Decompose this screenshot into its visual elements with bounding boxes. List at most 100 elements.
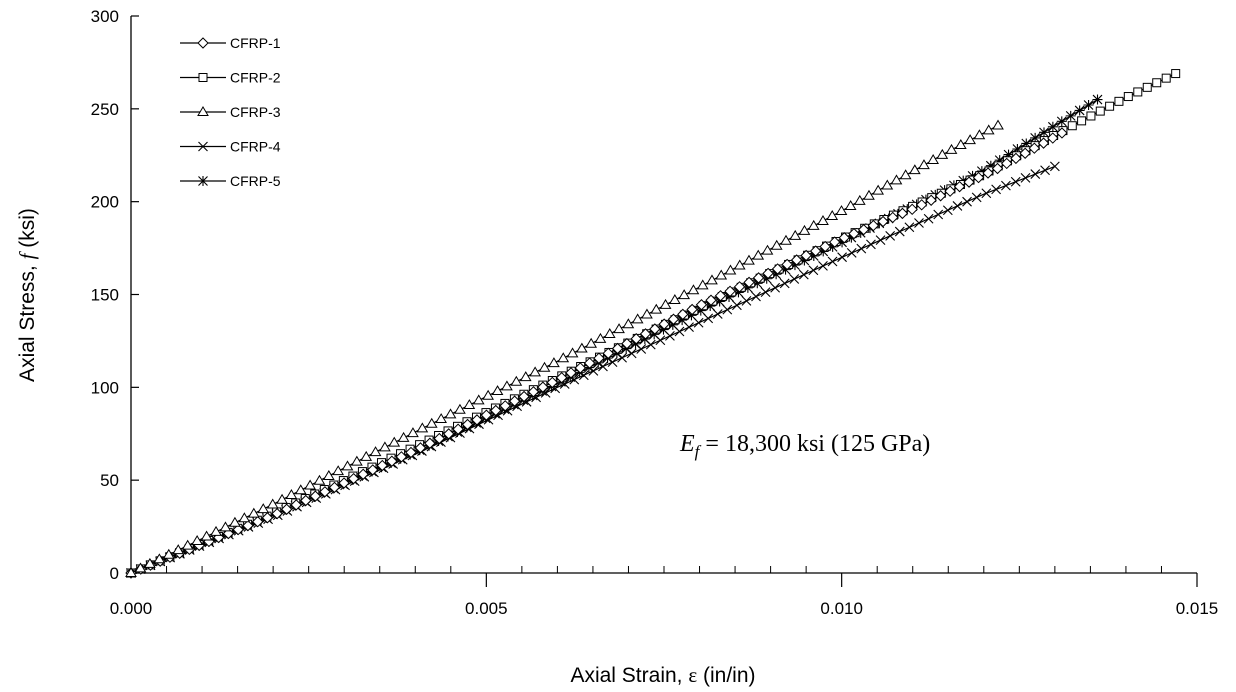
data-point: [991, 184, 1001, 195]
data-point: [546, 376, 559, 389]
data-point: [607, 357, 618, 368]
data-point: [741, 296, 752, 306]
data-point: [752, 278, 763, 289]
data-point: [501, 380, 513, 391]
data-point: [379, 441, 391, 452]
data-point: [1095, 106, 1105, 116]
data-point: [1056, 127, 1068, 139]
data-point: [574, 362, 587, 374]
data-point: [724, 285, 736, 298]
data-point: [583, 357, 596, 369]
data-point: [724, 264, 737, 275]
data-point: [762, 267, 774, 280]
data-point: [360, 450, 373, 461]
x-axis-title: Axial Strain, ε (in/in): [570, 663, 755, 687]
data-point: [714, 290, 727, 302]
data-point: [257, 503, 270, 514]
data-point: [855, 227, 866, 238]
data-point: [1049, 161, 1060, 172]
legend: CFRP-1 CFRP-2 CFRP-3 CFRP-4 CFRP-5: [180, 35, 281, 189]
data-point: [397, 431, 410, 442]
data-point: [134, 562, 147, 573]
data-point: [925, 194, 937, 206]
data-point: [1001, 180, 1011, 191]
data-point: [650, 303, 663, 314]
data-point: [639, 328, 652, 340]
data-point: [658, 318, 670, 330]
data-point: [435, 413, 448, 424]
data-point: [867, 219, 880, 232]
data-point: [242, 519, 254, 532]
data-point: [1152, 78, 1162, 88]
legend-marker: [198, 176, 208, 186]
data-point: [508, 395, 521, 407]
data-point: [565, 367, 577, 379]
data-point: [837, 252, 847, 263]
data-point: [808, 250, 819, 261]
data-point: [251, 515, 264, 528]
legend-marker: [197, 106, 209, 116]
data-point: [722, 304, 733, 315]
data-point: [908, 164, 921, 175]
data-point: [1083, 99, 1094, 110]
legend-item-cfrp-5: CFRP-5: [180, 173, 281, 189]
data-point: [181, 539, 194, 550]
data-point: [818, 261, 828, 271]
data-point: [357, 468, 369, 480]
data-point: [482, 389, 495, 400]
data-point: [350, 455, 363, 466]
data-point: [962, 196, 972, 207]
legend-item-cfrp-2: CFRP-2: [180, 70, 281, 86]
data-point: [953, 180, 966, 193]
data-point: [261, 512, 274, 524]
data-point: [630, 338, 641, 349]
data-point: [835, 205, 848, 216]
data-point: [1010, 152, 1022, 165]
data-point: [696, 279, 709, 290]
data-point: [789, 229, 802, 240]
data-point: [425, 417, 438, 428]
data-point: [981, 188, 992, 199]
data-point: [395, 451, 408, 463]
data-point: [322, 469, 335, 480]
legend-label: CFRP-3: [230, 104, 281, 120]
data-point: [668, 293, 681, 304]
data-point: [602, 347, 614, 360]
data-point: [247, 507, 260, 518]
data-point: [743, 254, 755, 265]
data-point: [575, 342, 588, 353]
data-point: [414, 442, 427, 454]
data-point: [162, 548, 175, 559]
legend-label: CFRP-1: [230, 35, 281, 51]
data-point: [280, 503, 293, 515]
data-point: [761, 273, 772, 284]
data-point: [1133, 87, 1143, 97]
data-point: [1171, 69, 1181, 79]
data-point: [463, 399, 476, 410]
data-point: [971, 192, 982, 203]
data-point: [603, 327, 616, 338]
series-cfrp-3: [125, 119, 1004, 577]
x-tick-label: 0.005: [465, 599, 508, 618]
y-tick-label: 200: [91, 193, 119, 212]
data-point: [537, 381, 549, 393]
data-point: [471, 414, 483, 426]
data-point: [630, 333, 642, 345]
data-point: [433, 432, 445, 445]
data-point: [480, 409, 493, 421]
data-point: [1039, 127, 1049, 138]
y-tick-label: 250: [91, 100, 119, 119]
data-point: [677, 308, 689, 321]
y-tick-label: 300: [91, 7, 119, 26]
data-point: [933, 209, 944, 220]
data-point: [819, 240, 831, 253]
y-tick-label: 150: [91, 286, 119, 305]
data-point: [332, 465, 345, 476]
data-point: [927, 153, 940, 164]
data-point: [1067, 121, 1077, 131]
data-point: [827, 241, 838, 252]
data-point: [621, 337, 633, 350]
data-point: [1123, 92, 1133, 102]
data-point: [1010, 176, 1021, 187]
